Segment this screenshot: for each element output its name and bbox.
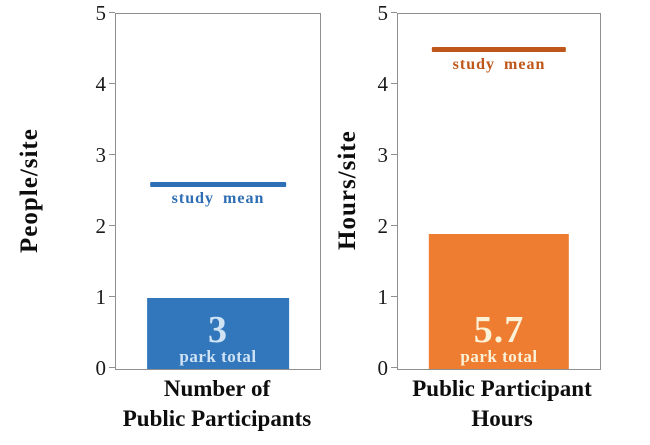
y-tick-mark	[391, 12, 397, 13]
y-tick-label: 2	[377, 214, 389, 238]
mean-line	[431, 47, 567, 52]
bar-labels: 3 park total	[147, 309, 289, 369]
y-tick-label: 0	[377, 356, 389, 380]
y-tick-marks	[391, 12, 397, 368]
bar: 3 park total	[147, 298, 289, 369]
y-tick-labels: 0 1 2 3 4 5	[72, 1, 107, 380]
y-tick-label: 1	[377, 285, 389, 309]
y-tick-mark	[109, 296, 115, 297]
y-tick-mark	[391, 154, 397, 155]
y-tick-label: 5	[377, 1, 389, 25]
y-tick-mark	[109, 367, 115, 368]
mean-label: study mean	[452, 55, 546, 73]
bar: 5.7 park total	[428, 234, 570, 369]
mean-line	[150, 181, 286, 187]
y-tick-mark	[391, 225, 397, 226]
x-axis-label-line-2: Public Participants	[122, 406, 312, 431]
y-tick-marks	[109, 12, 115, 368]
y-tick-mark	[109, 225, 115, 226]
bar-total-caption: park total	[460, 347, 538, 366]
y-tick-label: 4	[377, 72, 389, 96]
y-tick-label: 1	[95, 285, 107, 309]
bar-total-value: 3	[207, 309, 228, 351]
y-tick-label: 0	[95, 356, 107, 380]
bar-labels: 5.7 park total	[429, 309, 569, 369]
x-axis-label-line-2: Hours	[471, 406, 533, 431]
y-tick-mark	[391, 367, 397, 368]
plot-area: 3 park total study mean	[115, 13, 321, 370]
y-tick-label: 3	[377, 143, 389, 167]
y-tick-mark	[391, 83, 397, 84]
right-x-axis-label: Public Participant Hours	[362, 374, 642, 434]
x-axis-label-line-1: Number of	[163, 376, 271, 401]
y-tick-mark	[109, 12, 115, 13]
y-tick-mark	[391, 296, 397, 297]
y-tick-mark	[109, 83, 115, 84]
y-tick-label: 4	[95, 72, 107, 96]
bar-total-value: 5.7	[473, 309, 525, 351]
y-tick-label: 5	[95, 1, 107, 25]
y-tick-mark	[109, 154, 115, 155]
x-axis-label-line-1: Public Participant	[412, 376, 592, 401]
left-y-axis-label: People/site	[16, 128, 43, 253]
plot-area: 5.7 park total study mean	[397, 13, 601, 370]
y-tick-labels: 0 1 2 3 4 5	[354, 1, 389, 380]
bar-total-caption: park total	[179, 347, 257, 366]
left-x-axis-label: Number of Public Participants	[77, 374, 357, 434]
y-tick-label: 3	[95, 143, 107, 167]
y-tick-label: 2	[95, 214, 107, 238]
mean-label: study mean	[171, 190, 265, 208]
